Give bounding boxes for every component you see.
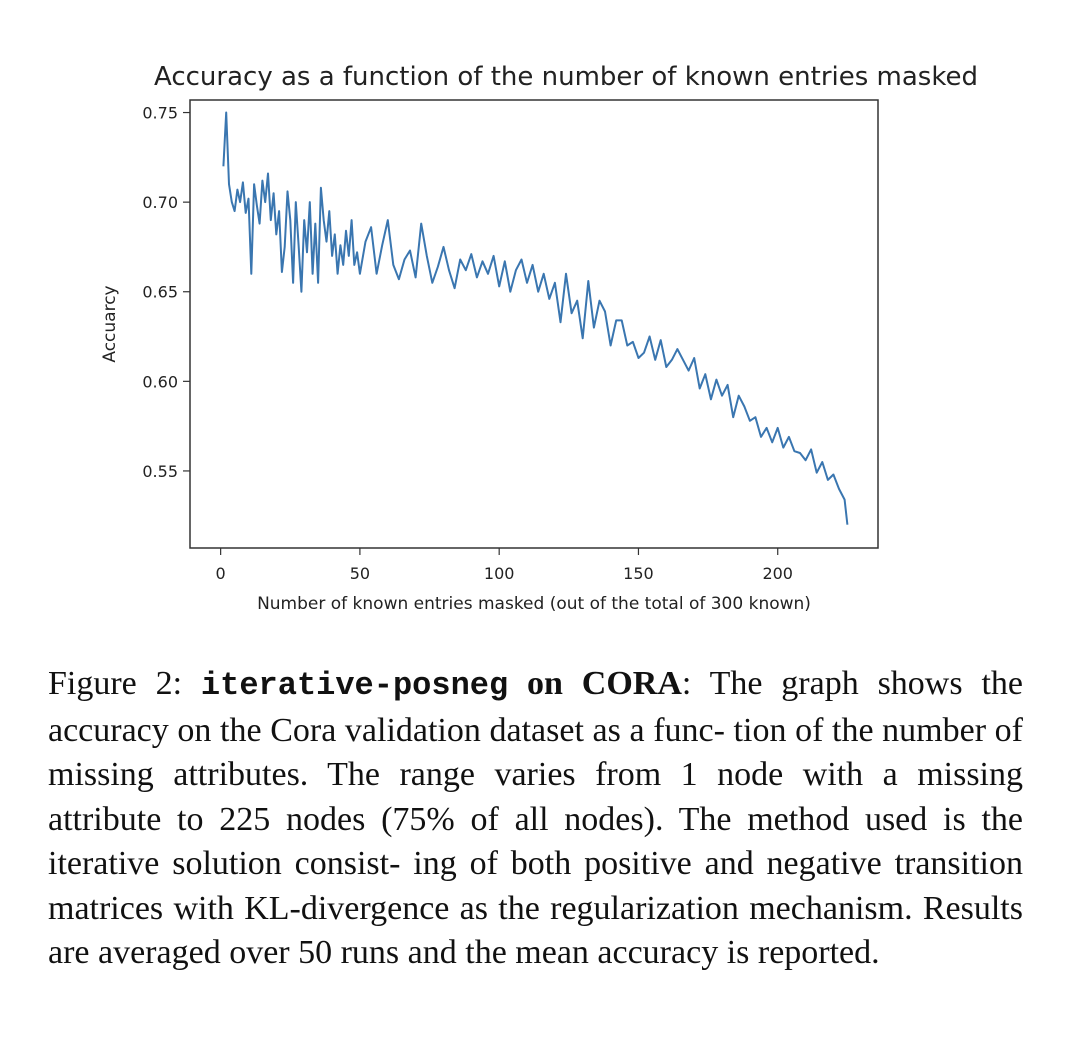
- caption-prefix: Figure 2:: [48, 665, 201, 702]
- accuracy-series-line: [222, 111, 849, 525]
- x-tick-label: 100: [484, 564, 515, 583]
- y-tick-label: 0.65: [142, 283, 178, 302]
- caption-text: : The graph shows the accuracy on the Co…: [48, 665, 1023, 971]
- x-axis: 0 50 100 150 200: [216, 548, 793, 583]
- x-axis-label: Number of known entries masked (out of t…: [257, 594, 811, 614]
- caption-method: iterative-posneg: [200, 667, 509, 704]
- caption-dataset: on CORA: [508, 665, 682, 702]
- x-tick-label: 150: [623, 564, 654, 583]
- figure-caption: Figure 2: iterative-posneg on CORA: The …: [48, 662, 1023, 976]
- plot-frame: [189, 99, 879, 549]
- x-tick-label: 50: [350, 564, 370, 583]
- x-tick-label: 200: [762, 564, 793, 583]
- x-tick-label: 0: [216, 564, 226, 583]
- y-axis: 0.55 0.60 0.65 0.70 0.75: [142, 104, 190, 481]
- y-tick-label: 0.55: [142, 462, 178, 481]
- y-tick-label: 0.60: [142, 372, 178, 391]
- y-tick-label: 0.70: [142, 193, 178, 212]
- y-tick-label: 0.75: [142, 104, 178, 123]
- chart-title: Accuracy as a function of the number of …: [154, 62, 978, 92]
- y-axis-label: Accuarcy: [100, 285, 120, 362]
- chart: 0.55 0.60 0.65 0.70 0.75 0 50 100 150 200 Number…: [100, 99, 879, 614]
